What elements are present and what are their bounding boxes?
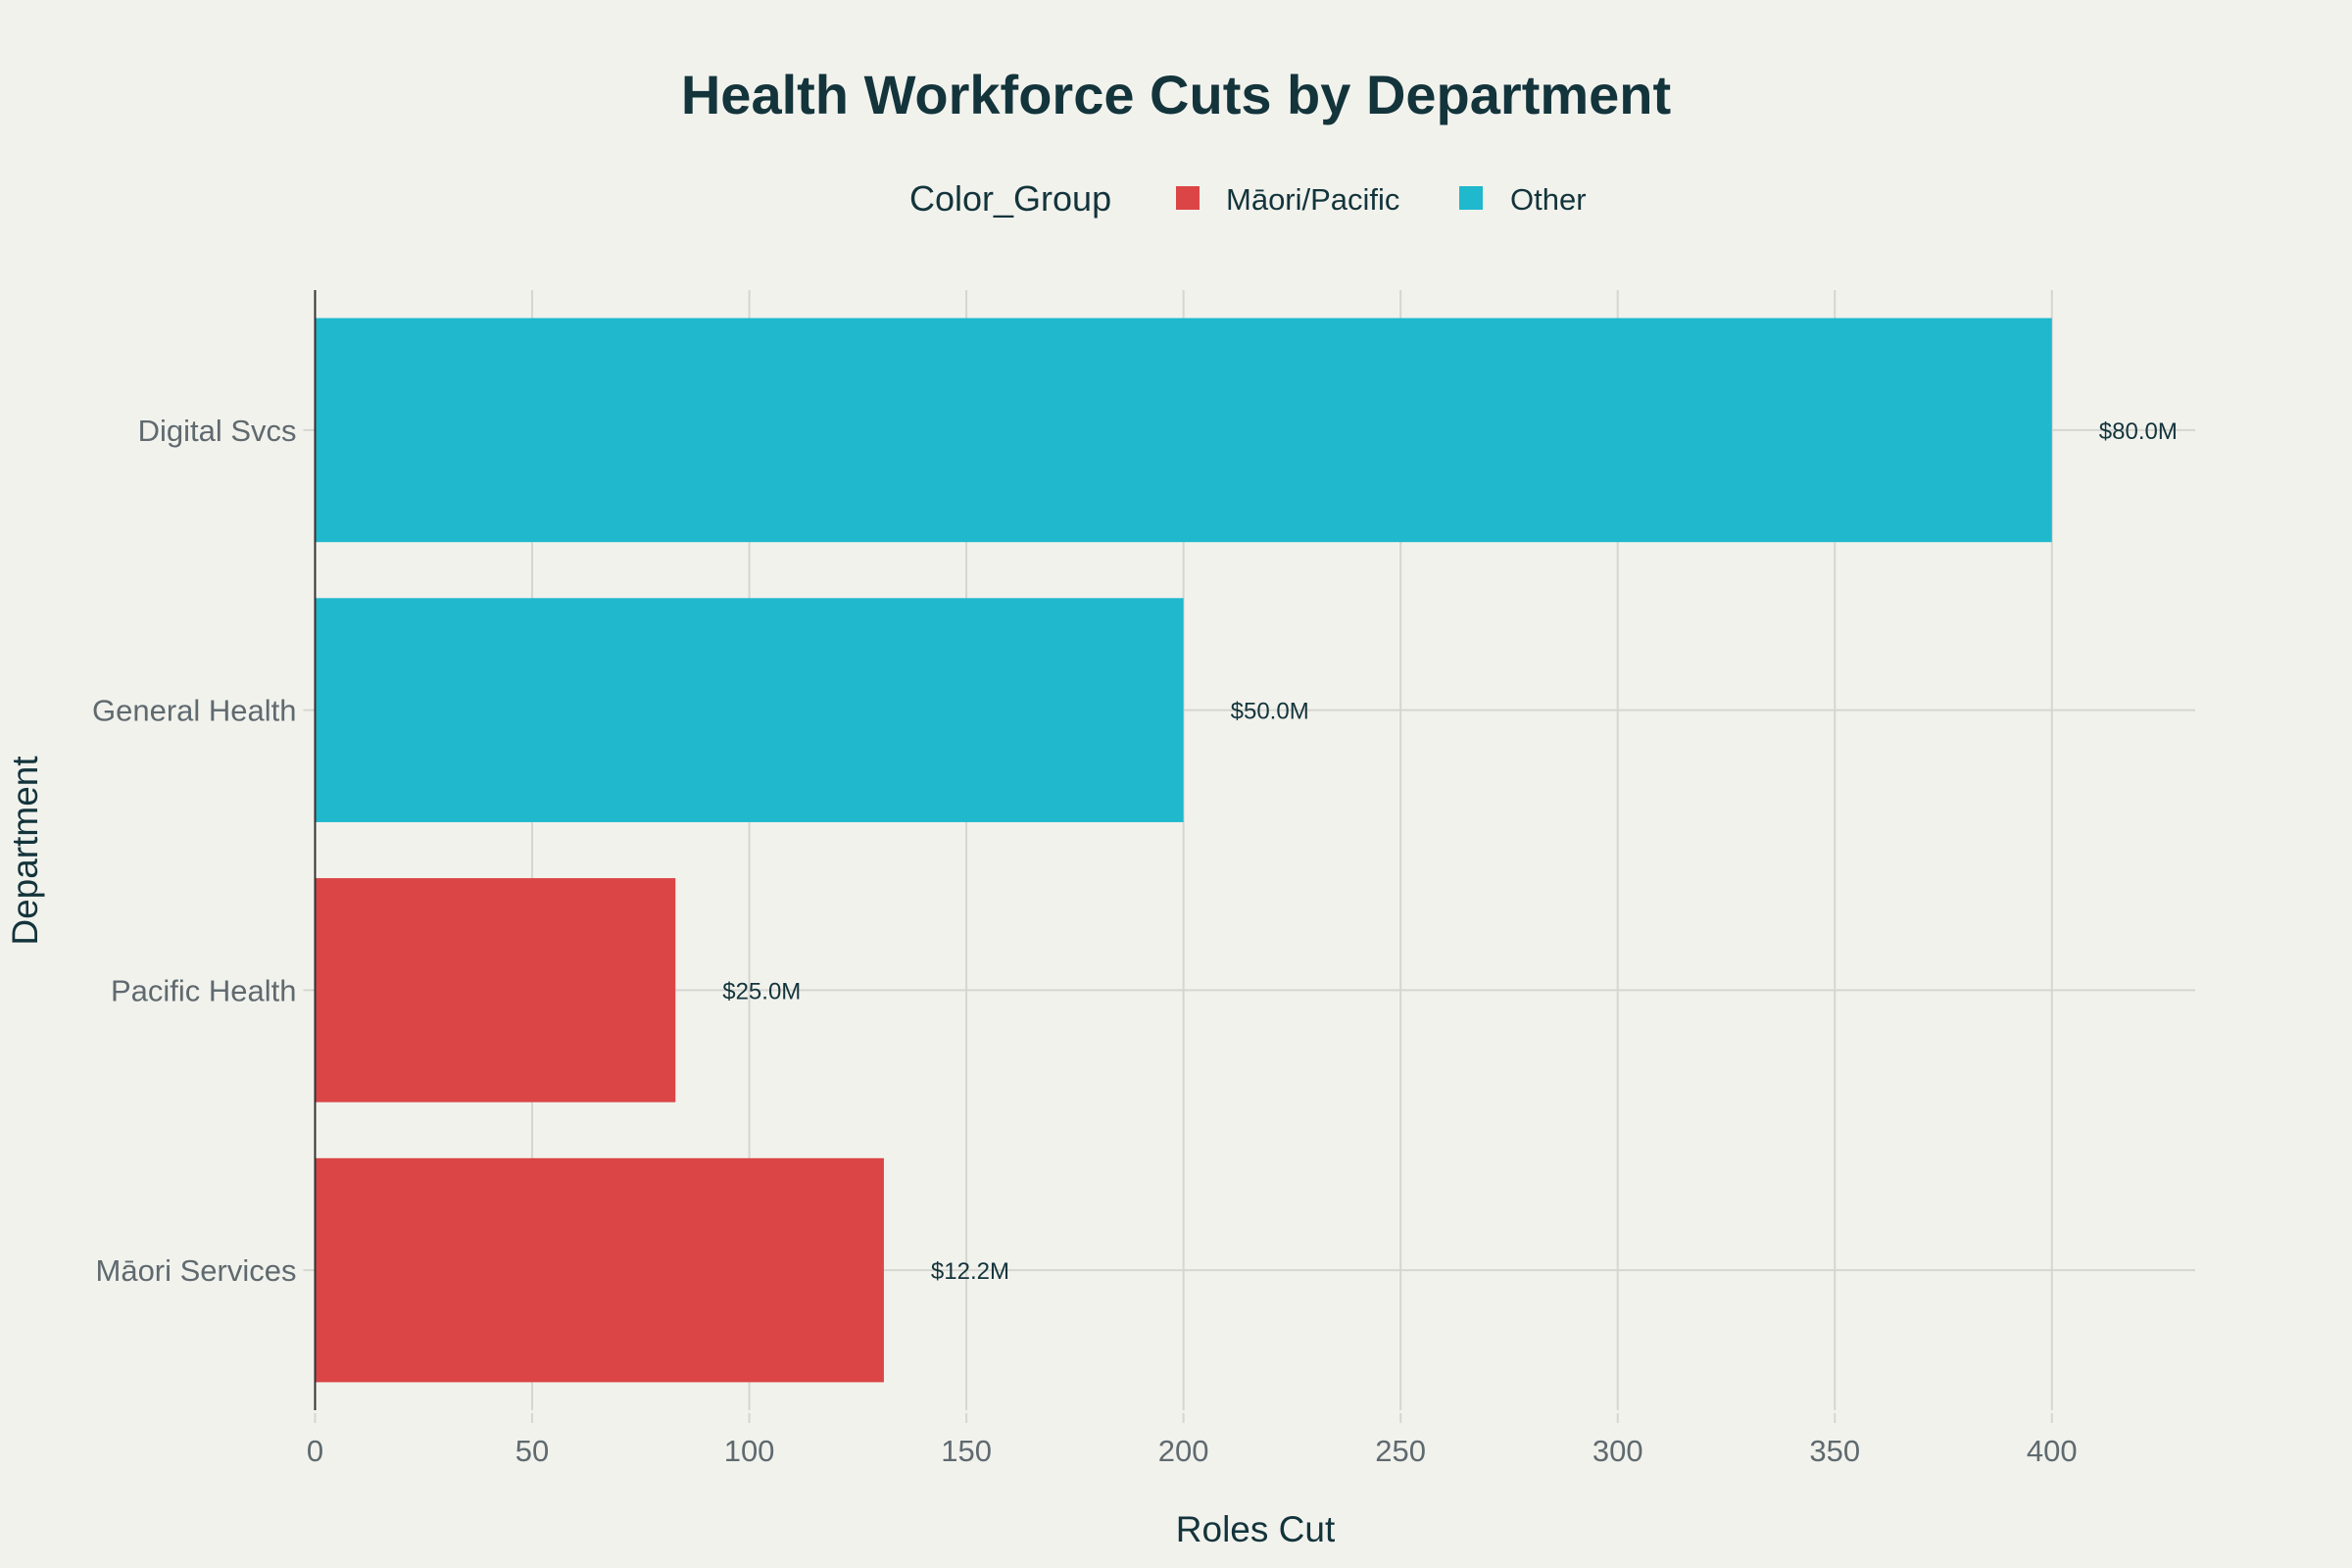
legend-title: Color_Group <box>909 178 1111 219</box>
data-label-maori-services: $12.2M <box>931 1258 1009 1285</box>
y-tick-label: General Health <box>92 694 297 728</box>
x-tick-label: 50 <box>515 1434 549 1468</box>
bar-digital-svcs[interactable] <box>315 318 2052 543</box>
bar-pacific-health[interactable] <box>315 878 676 1102</box>
legend-item-other[interactable]: Other <box>1459 182 1587 217</box>
data-label-digital-svcs: $80.0M <box>2099 418 2178 445</box>
legend-item-maori-pacific[interactable]: Māori/Pacific <box>1176 182 1399 217</box>
y-tick-label: Pacific Health <box>111 973 297 1007</box>
x-axis-title: Roles Cut <box>1176 1509 1336 1549</box>
x-tick-label: 100 <box>724 1434 775 1468</box>
bar-layer <box>315 318 2052 1383</box>
x-tick-layer: 0 50 100 150 200 250 300 350 400 <box>307 1413 2078 1468</box>
x-tick-label: 200 <box>1158 1434 1209 1468</box>
legend-label-maori-pacific: Māori/Pacific <box>1226 182 1399 217</box>
chart-title: Health Workforce Cuts by Department <box>681 64 1671 125</box>
data-label-layer: $80.0M $50.0M $25.0M $12.2M <box>722 418 2178 1285</box>
bar-maori-services[interactable] <box>315 1157 884 1383</box>
x-tick-label: 350 <box>1809 1434 1860 1468</box>
y-tick-label: Māori Services <box>96 1253 297 1288</box>
legend: Color_Group Māori/Pacific Other <box>909 178 1587 219</box>
bar-general-health[interactable] <box>315 598 1184 822</box>
legend-swatch-maori-pacific <box>1176 186 1200 210</box>
data-label-general-health: $50.0M <box>1231 699 1309 725</box>
legend-swatch-other <box>1459 186 1483 210</box>
data-label-pacific-health: $25.0M <box>722 978 801 1004</box>
y-tick-label: Digital Svcs <box>138 414 297 448</box>
x-tick-label: 300 <box>1592 1434 1643 1468</box>
x-tick-label: 250 <box>1375 1434 1426 1468</box>
x-tick-label: 0 <box>307 1434 323 1468</box>
legend-label-other: Other <box>1510 182 1587 217</box>
y-category-layer: Digital Svcs General Health Pacific Health… <box>92 414 297 1288</box>
x-tick-label: 150 <box>941 1434 992 1468</box>
y-axis-title: Department <box>5 756 45 946</box>
x-tick-label: 400 <box>2027 1434 2078 1468</box>
